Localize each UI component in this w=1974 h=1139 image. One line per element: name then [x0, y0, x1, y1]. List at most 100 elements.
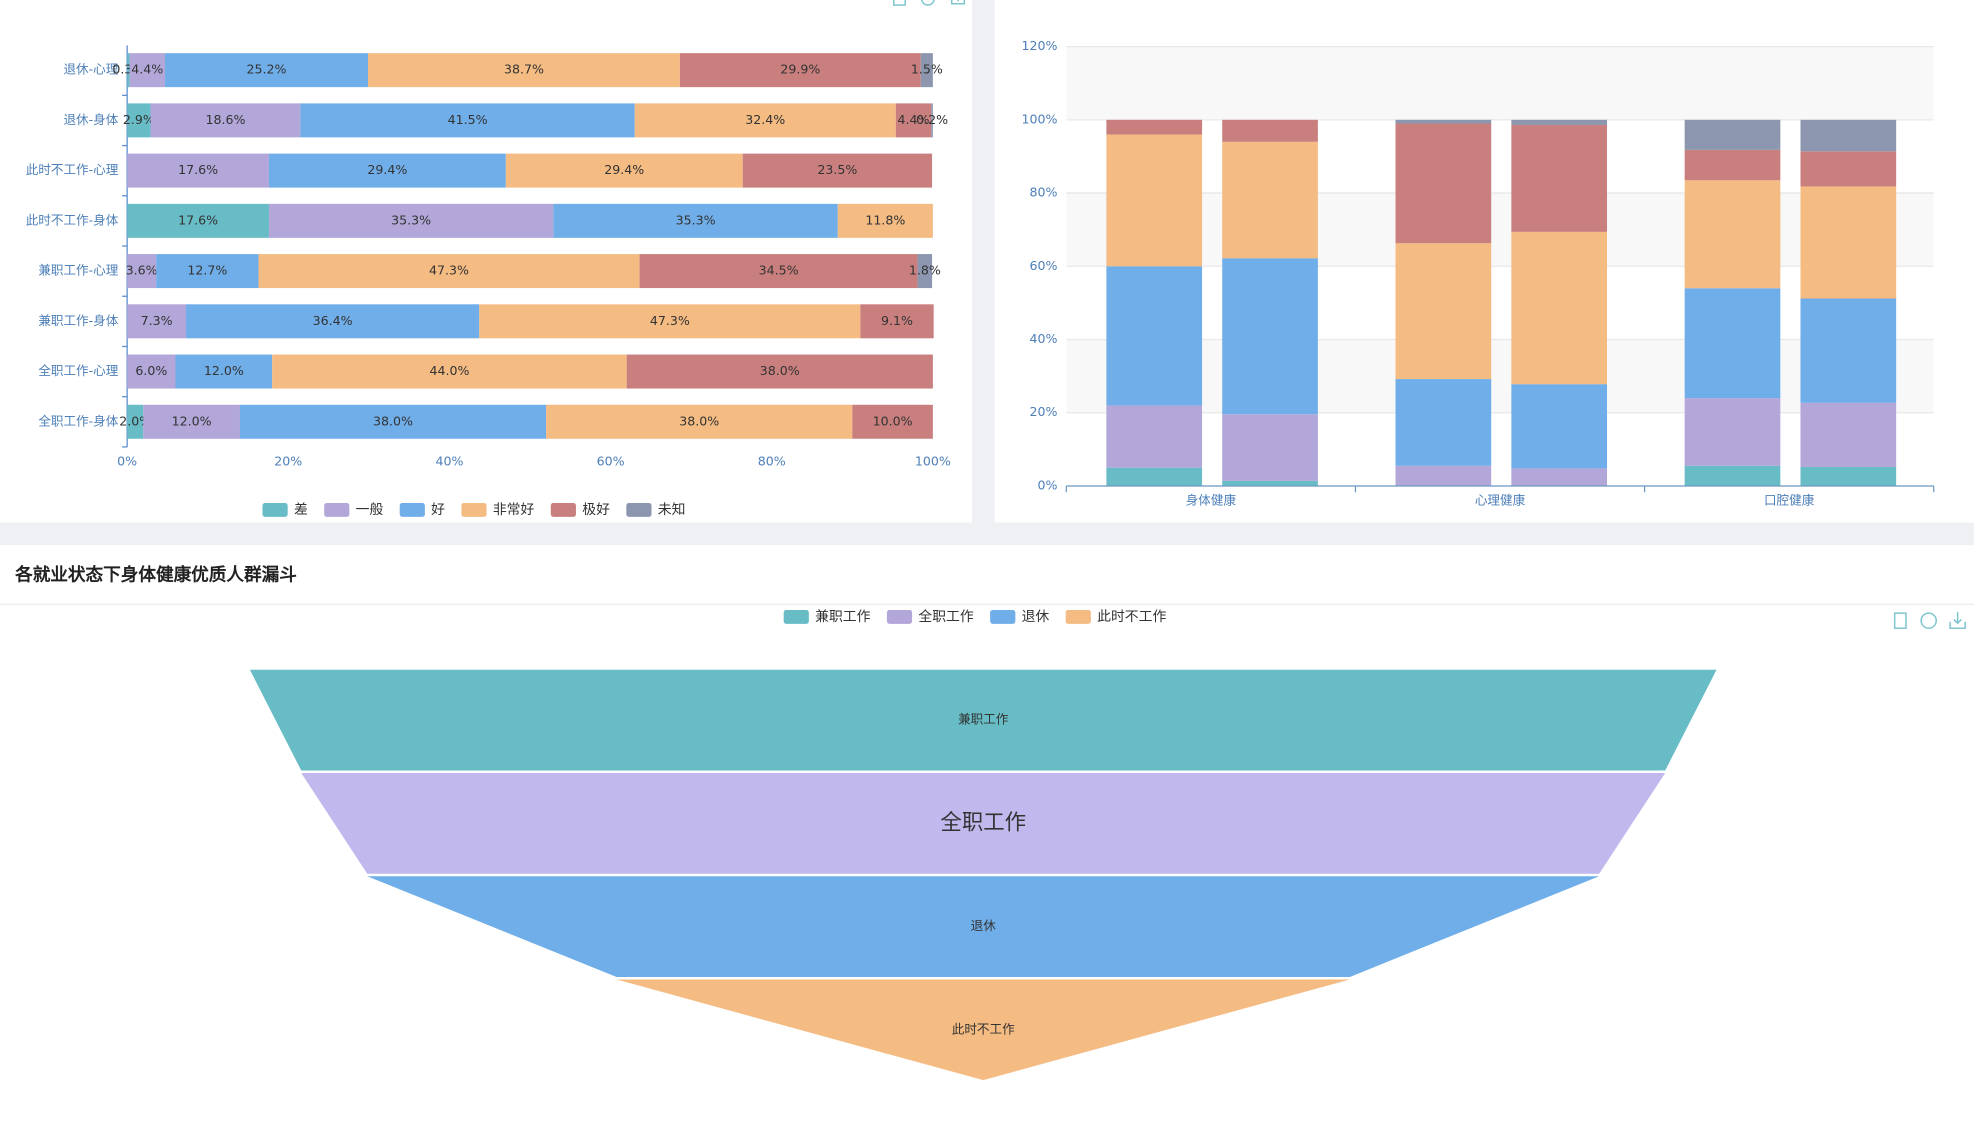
- y-tick-label: 全职工作-心理: [38, 363, 118, 378]
- tool-icon[interactable]: [920, 0, 935, 6]
- legend-swatch: [783, 609, 809, 624]
- bar-segment: [479, 304, 861, 339]
- data-label: 29.4%: [604, 162, 644, 177]
- bar-segment: [634, 103, 896, 138]
- bar-segment: [1395, 379, 1492, 466]
- legend-label: 一般: [356, 502, 384, 518]
- x-tick-label: 60%: [597, 454, 625, 469]
- data-label: 6.0%: [135, 363, 167, 378]
- data-label: 38.0%: [373, 413, 413, 428]
- bar-segment: [1222, 414, 1318, 481]
- data-label: 47.3%: [650, 313, 690, 328]
- y-tick-label: 0%: [1038, 477, 1058, 492]
- data-label: 38.7%: [504, 62, 544, 77]
- legend-label: 差: [294, 502, 308, 518]
- legend-swatch: [1065, 609, 1091, 624]
- y-tick-label: 全职工作-身体: [38, 413, 118, 428]
- funnel-label: 退休: [971, 918, 997, 933]
- bar-segment: [127, 254, 157, 289]
- split-area: [1066, 193, 1934, 267]
- y-tick-label: 兼职工作-身体: [38, 313, 118, 328]
- data-label: 34.5%: [759, 263, 799, 278]
- data-label: 47.3%: [429, 263, 469, 278]
- data-label: 29.9%: [780, 62, 820, 77]
- bar-segment: [1511, 124, 1608, 232]
- bar-segment: [546, 404, 853, 439]
- y-tick-label: 退休-身体: [63, 112, 118, 127]
- bar-segment: [1106, 405, 1203, 468]
- bar-segment: [860, 304, 934, 339]
- legend-label: 未知: [658, 501, 686, 518]
- bar-segment: [258, 254, 640, 289]
- bar-segment: [175, 354, 273, 389]
- legend-swatch: [626, 502, 652, 517]
- toolbox: [893, 0, 1966, 629]
- bar-segment: [239, 404, 547, 439]
- bar-segment: [895, 103, 932, 138]
- bar-segment: [505, 153, 743, 188]
- data-label: 23.5%: [817, 162, 857, 177]
- bar-segment: [1684, 288, 1781, 399]
- y-tick-label: 100%: [1022, 111, 1058, 126]
- bar-segment: [127, 354, 176, 389]
- bar-segment: [143, 404, 240, 439]
- bar-segment: [1684, 398, 1781, 466]
- bar-segment: [127, 404, 144, 439]
- bar-segment: [1800, 151, 1897, 187]
- bar-segment: [368, 53, 680, 88]
- bar-segment: [127, 53, 130, 88]
- x-tick-label: 40%: [435, 454, 463, 469]
- legend-swatch: [461, 502, 487, 517]
- data-label: 7.3%: [141, 313, 173, 328]
- bar-segment: [1106, 119, 1203, 135]
- bar-segment: [1222, 480, 1318, 486]
- tool-icon[interactable]: [893, 0, 906, 6]
- data-label: 1.8%: [909, 263, 941, 278]
- bar-segment: [1684, 465, 1781, 486]
- tool-icon[interactable]: [1893, 612, 1907, 629]
- bar-segment: [1800, 402, 1897, 467]
- tool-icon[interactable]: [1949, 611, 1966, 629]
- data-label: 35.3%: [676, 212, 716, 227]
- bar-segment: [1511, 231, 1608, 385]
- bar-segment: [127, 304, 186, 339]
- bar-segment: [920, 53, 933, 88]
- data-label: 36.4%: [313, 313, 353, 328]
- data-label: 11.8%: [865, 212, 905, 227]
- data-label: 29.4%: [367, 162, 407, 177]
- split-area: [1066, 339, 1934, 413]
- bar-segment: [1106, 266, 1203, 406]
- bar-segment: [268, 153, 506, 188]
- legend-swatch: [886, 609, 913, 624]
- legend-swatch: [990, 609, 1016, 624]
- data-label: 0.2%: [916, 112, 948, 127]
- funnel-label: 此时不工作: [952, 1021, 1015, 1036]
- y-tick-label: 60%: [1030, 258, 1058, 273]
- bar-segment: [742, 153, 933, 188]
- bar-segment: [150, 103, 301, 138]
- funnel-segment: [249, 669, 1717, 771]
- bar-segment: [127, 203, 269, 238]
- data-label: 17.6%: [178, 212, 218, 227]
- y-tick-label: 此时不工作-身体: [26, 212, 119, 227]
- tool-icon[interactable]: [1920, 612, 1937, 629]
- bar-segment: [837, 203, 933, 238]
- legend-swatch: [262, 502, 288, 517]
- data-label: 18.6%: [205, 112, 245, 127]
- split-area: [1066, 46, 1934, 120]
- bar-segment: [1222, 258, 1318, 415]
- bar-segment: [852, 404, 933, 439]
- funnel-label: 兼职工作: [958, 712, 1009, 727]
- bar-segment: [1684, 180, 1781, 289]
- y-tick-label: 退休-心理: [63, 62, 118, 77]
- tool-icon[interactable]: [950, 0, 966, 5]
- y-tick-label: 20%: [1030, 404, 1058, 419]
- bar-segment: [1222, 141, 1318, 259]
- data-label: 3.6%: [126, 263, 158, 278]
- x-tick-label: 口腔健康: [1764, 493, 1815, 508]
- bar-segment: [1800, 466, 1897, 486]
- bar-segment: [1395, 119, 1492, 124]
- bar-segment: [553, 203, 838, 238]
- bar-segment: [1684, 119, 1781, 150]
